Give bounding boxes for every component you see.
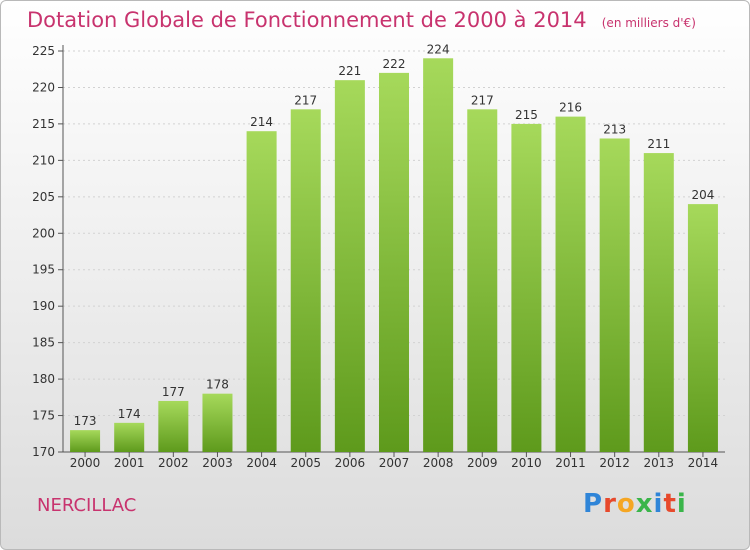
bar [511, 123, 542, 452]
chart-title-block: Dotation Globale de Fonctionnement de 20… [27, 8, 696, 32]
x-tick-label: 2004 [246, 456, 277, 470]
x-tick-label: 2006 [335, 456, 366, 470]
bar-value-label: 213 [603, 122, 626, 136]
bar [202, 393, 233, 452]
bar-value-label: 174 [118, 407, 141, 421]
bar-value-label: 177 [162, 385, 185, 399]
bar-value-label: 214 [250, 115, 273, 129]
bar [643, 153, 674, 452]
x-tick-label: 2011 [555, 456, 586, 470]
commune-name: NERCILLAC [37, 495, 137, 516]
y-tick-label: 205 [32, 190, 55, 204]
logo-letter: t [663, 489, 677, 519]
y-tick-label: 175 [32, 409, 55, 423]
chart-title: Dotation Globale de Fonctionnement de 20… [27, 8, 587, 32]
bar [334, 80, 365, 452]
bar [378, 72, 410, 452]
bar-value-label: 221 [338, 64, 361, 78]
y-tick-label: 195 [32, 263, 55, 277]
chart-subtitle: (en milliers d'€) [601, 16, 696, 30]
x-tick-label: 2001 [114, 456, 145, 470]
bar [246, 131, 277, 452]
bar [114, 422, 145, 452]
bar-value-label: 173 [74, 414, 97, 428]
bar-value-label: 204 [691, 188, 714, 202]
x-tick-label: 2014 [688, 456, 719, 470]
logo-letter: P [583, 489, 604, 519]
logo-letter: r [603, 489, 617, 519]
x-tick-label: 2010 [511, 456, 542, 470]
bar [423, 58, 454, 453]
y-tick-label: 170 [32, 445, 55, 459]
y-tick-label: 180 [32, 372, 55, 386]
y-tick-label: 215 [32, 117, 55, 131]
bar [599, 138, 630, 452]
bar-value-label: 217 [294, 93, 317, 107]
bar-value-label: 217 [471, 93, 494, 107]
x-tick-label: 2009 [467, 456, 498, 470]
bar-value-label: 224 [427, 42, 450, 56]
x-tick-label: 2012 [599, 456, 630, 470]
logo-letter: i [653, 489, 664, 519]
proxiti-logo: Proxiti [583, 489, 687, 519]
logo-letter: i [676, 489, 687, 519]
bar-value-label: 222 [383, 57, 406, 71]
bar [467, 109, 498, 452]
bar [555, 116, 586, 453]
x-tick-label: 2003 [202, 456, 233, 470]
x-tick-label: 2007 [379, 456, 410, 470]
x-tick-label: 2005 [290, 456, 321, 470]
logo-letter: o [616, 489, 636, 519]
bar [290, 109, 321, 452]
bar [687, 204, 718, 452]
y-tick-label: 185 [32, 336, 55, 350]
y-tick-label: 190 [32, 299, 55, 313]
x-tick-label: 2008 [423, 456, 454, 470]
y-tick-label: 200 [32, 226, 55, 240]
y-tick-label: 210 [32, 153, 55, 167]
bar-value-label: 216 [559, 101, 582, 115]
y-tick-label: 225 [32, 44, 55, 58]
bar-value-label: 215 [515, 108, 538, 122]
x-tick-label: 2013 [644, 456, 675, 470]
x-tick-label: 2000 [70, 456, 101, 470]
bar-value-label: 211 [647, 137, 670, 151]
bar [70, 430, 101, 452]
bar [158, 400, 189, 452]
y-tick-label: 220 [32, 80, 55, 94]
x-tick-label: 2002 [158, 456, 189, 470]
logo-letter: x [635, 489, 654, 519]
bar-value-label: 178 [206, 378, 229, 392]
